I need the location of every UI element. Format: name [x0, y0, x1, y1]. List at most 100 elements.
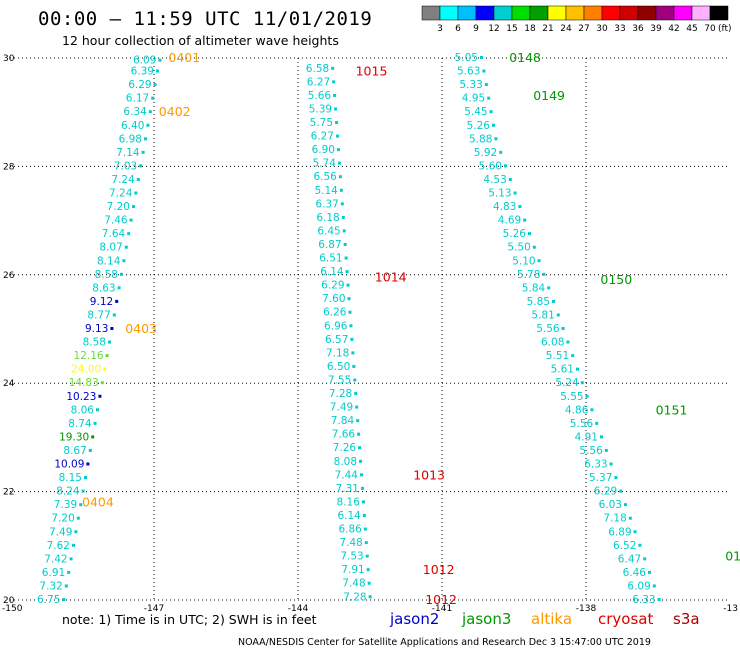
- data-point: [356, 419, 360, 423]
- data-label: 6.91: [42, 567, 65, 579]
- y-tick-label: 28: [3, 162, 15, 172]
- colorbar-swatch: [511, 5, 531, 21]
- footer-text: NOAA/NESDIS Center for Satellite Applica…: [238, 637, 651, 648]
- data-label: 7.64: [102, 228, 126, 240]
- data-point: [346, 283, 350, 287]
- page-title: 00:00 – 11:59 UTC 11/01/2019: [38, 8, 373, 30]
- data-point: [331, 66, 335, 70]
- data-label: 4.53: [483, 174, 506, 186]
- data-label: 6.86: [338, 524, 362, 536]
- data-label: 6.29: [594, 486, 617, 498]
- data-label: 5.45: [464, 106, 487, 118]
- time-label: 1014: [375, 270, 407, 285]
- data-label: 8.15: [59, 472, 82, 484]
- data-point: [110, 327, 114, 330]
- colorbar-swatch: [637, 5, 657, 21]
- data-point: [489, 110, 493, 114]
- data-label: 6.29: [321, 280, 344, 292]
- data-label: 5.10: [512, 255, 535, 267]
- data-point: [508, 177, 512, 181]
- data-point: [590, 408, 594, 412]
- data-point: [358, 446, 362, 450]
- data-point: [480, 56, 483, 59]
- data-point: [367, 581, 371, 585]
- data-label: 5.39: [309, 103, 332, 115]
- data-label: 6.29: [128, 79, 151, 91]
- data-label: 7.20: [107, 201, 130, 213]
- data-point: [353, 378, 357, 382]
- data-point: [117, 286, 121, 290]
- data-label: 7.28: [343, 591, 366, 603]
- y-tick-label: 26: [3, 271, 15, 281]
- data-label: 5.56: [570, 418, 594, 430]
- data-point: [348, 310, 352, 314]
- data-label: 9.13: [85, 323, 108, 335]
- data-label: 7.60: [322, 293, 345, 305]
- data-point: [576, 367, 579, 371]
- data-point: [552, 299, 555, 303]
- data-label: 5.33: [459, 79, 482, 91]
- data-label: 7.20: [51, 513, 74, 525]
- data-label: 7.03: [114, 160, 137, 172]
- data-label: 6.14: [320, 266, 344, 278]
- data-label: 7.44: [335, 469, 359, 481]
- data-label: 8.14: [97, 255, 121, 267]
- data-label: 5.66: [308, 90, 332, 102]
- colorbar-swatch: [421, 5, 441, 21]
- data-point: [344, 256, 348, 260]
- data-label: 14.83: [69, 377, 99, 389]
- x-tick-label: -13: [723, 604, 738, 614]
- data-point: [359, 459, 363, 463]
- data-label: 5.63: [457, 66, 480, 78]
- colorbar-swatch: [655, 5, 675, 21]
- data-label: 7.49: [330, 402, 353, 414]
- data-label: 4.91: [575, 431, 598, 443]
- data-point: [648, 570, 651, 574]
- colorbar-tick-label: 9: [473, 24, 479, 34]
- data-point: [351, 351, 355, 355]
- data-point: [153, 83, 157, 87]
- data-point: [112, 313, 116, 317]
- data-point: [84, 476, 87, 480]
- data-point: [352, 364, 356, 368]
- data-label: 7.24: [111, 174, 135, 186]
- data-point: [139, 164, 143, 168]
- data-label: 10.23: [66, 391, 96, 403]
- data-label: 9.12: [90, 296, 113, 308]
- colorbar-tick-label: 15: [506, 24, 517, 34]
- data-label: 7.48: [339, 537, 362, 549]
- time-label: 0402: [159, 104, 191, 119]
- legend-entry: altika: [531, 610, 572, 628]
- data-label: 6.58: [306, 63, 329, 75]
- data-label: 8.08: [334, 456, 357, 468]
- colorbar-unit: (ft): [718, 24, 732, 34]
- data-label: 8.07: [99, 242, 122, 254]
- colorbar-swatch: [673, 5, 693, 21]
- data-label: 7.26: [333, 442, 357, 454]
- data-point: [355, 405, 359, 409]
- data-point: [499, 150, 503, 154]
- data-point: [115, 299, 119, 303]
- data-label: 7.39: [54, 499, 77, 511]
- data-point: [129, 218, 133, 222]
- colorbar-swatch: [457, 5, 477, 21]
- data-label: 6.03: [599, 499, 622, 511]
- data-point: [643, 557, 647, 561]
- data-label: 5.05: [455, 52, 478, 64]
- data-label: 5.50: [507, 242, 530, 254]
- data-point: [86, 462, 90, 466]
- data-point: [127, 232, 131, 236]
- data-label: 7.91: [341, 564, 364, 576]
- data-point: [361, 500, 365, 504]
- data-label: 6.09: [133, 55, 156, 67]
- data-label: 5.60: [479, 160, 502, 172]
- data-point: [79, 503, 83, 507]
- time-label: 0401: [168, 50, 200, 65]
- data-point: [504, 164, 507, 168]
- data-point: [69, 557, 73, 561]
- data-point: [338, 175, 342, 179]
- data-point: [363, 527, 367, 531]
- y-tick-label: 20: [3, 596, 15, 606]
- colorbar-swatch: [601, 5, 621, 21]
- data-point: [585, 394, 589, 398]
